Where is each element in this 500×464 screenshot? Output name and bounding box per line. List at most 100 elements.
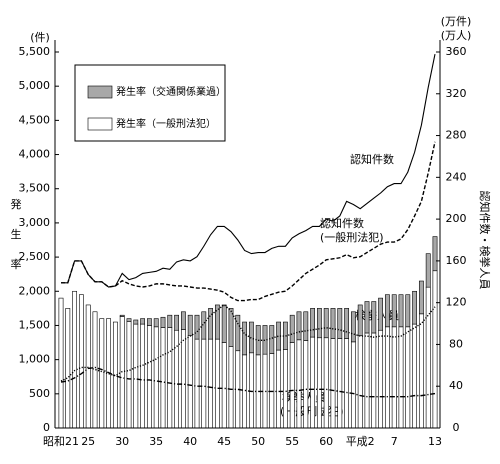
bar (262, 353, 268, 429)
x-tick-label: 40 (183, 435, 197, 448)
y2-tick-label: 80 (449, 337, 463, 350)
bar (242, 321, 248, 356)
bar (221, 342, 227, 429)
x-tick-label: 30 (115, 435, 129, 448)
bar (167, 327, 173, 429)
y-tick-label: 5,500 (19, 45, 51, 58)
legend-swatch (87, 85, 113, 99)
bar (412, 290, 418, 325)
bar (160, 316, 166, 328)
bar (146, 318, 152, 326)
bar (357, 304, 363, 337)
left-axis-label: 生 (11, 227, 22, 241)
bar (208, 338, 214, 429)
y-tick-label: 4,500 (19, 113, 51, 126)
right-axis-label: 認知件数・検挙人員 (478, 191, 492, 290)
bar (405, 294, 411, 328)
x-tick-label: 25 (81, 435, 95, 448)
bar (153, 318, 159, 328)
y2-tick-label: 120 (446, 296, 467, 309)
bar (364, 332, 370, 429)
y-tick-label: 4,000 (19, 148, 51, 161)
bar (78, 294, 84, 429)
bar (58, 297, 64, 429)
bar (72, 290, 78, 429)
bar (276, 349, 282, 429)
bar (235, 314, 241, 352)
bar (398, 326, 404, 429)
bar (323, 308, 329, 339)
y-tick-label: 2,000 (19, 284, 51, 297)
bar (371, 301, 377, 334)
y-tick-label: 3,500 (19, 182, 51, 195)
line (60, 366, 436, 398)
bar (310, 308, 316, 338)
bar (323, 337, 329, 429)
legend-swatch (87, 117, 113, 131)
annotation: (一般刑法犯) (320, 230, 384, 244)
left-axis-label: 発 (11, 197, 22, 211)
y2-tick-label: 360 (446, 45, 467, 58)
bar (303, 311, 309, 341)
bar (180, 329, 186, 429)
y-tick-label: 1,000 (19, 353, 51, 366)
y2-tick-label: 200 (446, 212, 467, 225)
bar (242, 354, 248, 429)
legend-label: 発生率（一般刑法犯） (116, 117, 216, 130)
bar (126, 318, 132, 322)
y-tick-label: 5,000 (19, 79, 51, 92)
x-tick-label: 55 (285, 435, 299, 448)
y-tick-label: 3,000 (19, 216, 51, 229)
bar (174, 314, 180, 331)
bar (344, 308, 350, 339)
x-tick-label: 平成2 (346, 435, 375, 448)
annotation: 認知件数 (350, 152, 394, 166)
bar (378, 329, 384, 429)
x-tick-label: 7 (391, 435, 398, 448)
y2-tick-label: 240 (446, 170, 467, 183)
bar (187, 335, 193, 429)
bar (180, 311, 186, 330)
bar (350, 311, 356, 343)
bar (194, 314, 200, 340)
bar (364, 301, 370, 334)
x-tick-label: 35 (149, 435, 163, 448)
bar (65, 308, 71, 429)
bar (391, 326, 397, 429)
right-axis-unit: (万人) (441, 29, 472, 42)
bar (350, 341, 356, 429)
bar (310, 336, 316, 429)
bar (282, 349, 288, 429)
bar (167, 314, 173, 328)
bar (269, 325, 275, 354)
bar (248, 352, 254, 429)
bar (289, 342, 295, 429)
line (61, 53, 436, 288)
bar (418, 280, 424, 315)
y-tick-label: 0 (43, 421, 50, 434)
bar (133, 319, 139, 325)
bar (316, 308, 322, 339)
bar (214, 338, 220, 429)
bar (228, 308, 234, 347)
bar (330, 338, 336, 429)
bar (378, 297, 384, 331)
bar (208, 308, 214, 340)
bar (432, 236, 438, 272)
x-tick-label: 45 (217, 435, 231, 448)
bar (296, 339, 302, 429)
bar (337, 338, 343, 429)
bar (201, 311, 207, 340)
bar (187, 314, 193, 337)
bar (344, 338, 350, 429)
annotation: 認知件数 (320, 216, 364, 230)
y-tick-label: 1,500 (19, 318, 51, 331)
bar (85, 304, 91, 429)
bar (140, 323, 146, 429)
y-tick-label: 500 (29, 387, 50, 400)
y2-tick-label: 280 (446, 129, 467, 142)
bar (160, 327, 166, 429)
bar (412, 323, 418, 429)
bar (174, 329, 180, 429)
